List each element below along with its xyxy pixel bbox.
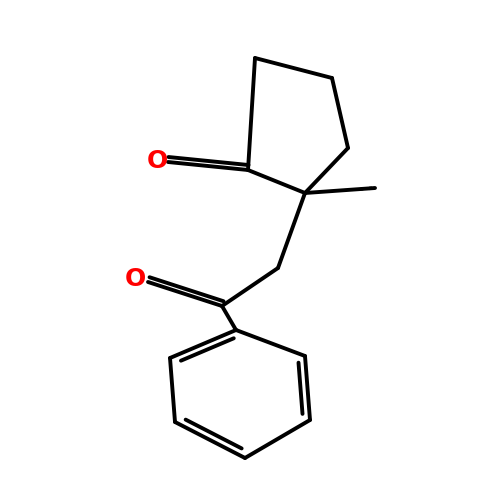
Text: O: O <box>124 267 146 291</box>
Text: O: O <box>146 149 168 173</box>
